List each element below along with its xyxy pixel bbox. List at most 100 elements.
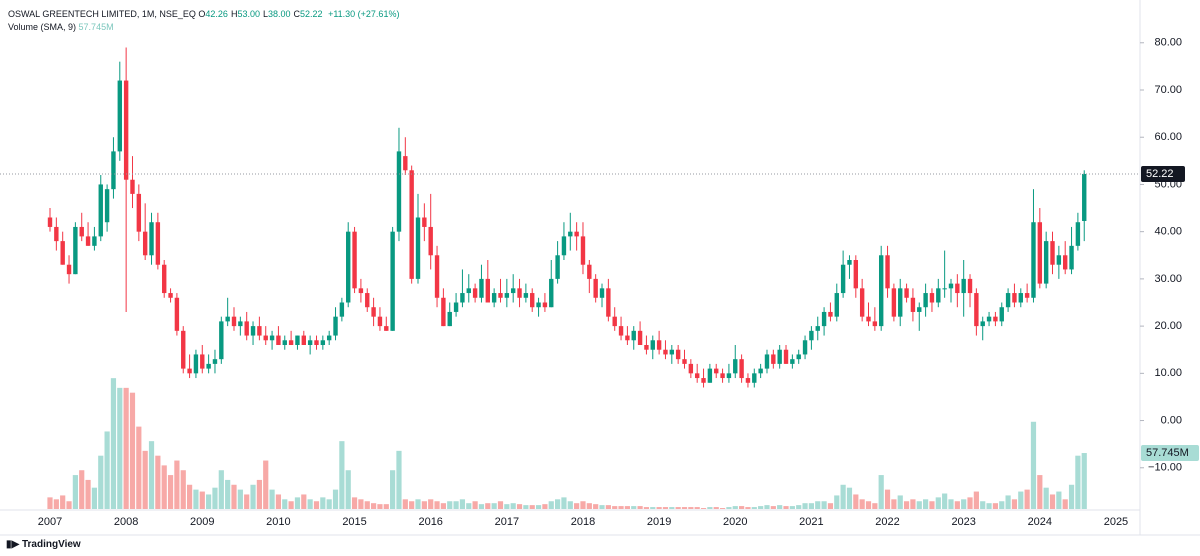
volume-bar (79, 470, 85, 509)
volume-bar (929, 501, 935, 509)
volume-bar (180, 470, 186, 509)
candle-body (726, 373, 732, 379)
volume-bar (326, 499, 332, 509)
volume-bar (764, 505, 770, 509)
volume-row: Volume (SMA, 9) 57.745M (8, 21, 399, 34)
volume-bar (123, 387, 129, 509)
volume-bar (186, 484, 193, 509)
candle-body (1050, 241, 1055, 265)
volume-bar (878, 475, 884, 509)
volume-bar (142, 450, 148, 509)
volume-bar (967, 497, 973, 509)
candle-body (434, 255, 440, 298)
volume-bar (916, 501, 922, 509)
candle-body (257, 326, 262, 336)
volume-bar (1068, 484, 1075, 509)
volume-bar (1011, 499, 1018, 509)
candle-body (771, 354, 776, 364)
volume-bar (504, 504, 510, 509)
candle-body (568, 231, 573, 237)
candle-body (212, 359, 218, 364)
candle-body (574, 231, 579, 237)
candle-body (1056, 255, 1062, 265)
candle-body (403, 156, 408, 171)
x-tick-label: 2024 (1028, 516, 1052, 528)
volume-bar (802, 503, 808, 509)
candle-body (796, 354, 801, 360)
volume-bar (872, 503, 878, 509)
volume-bar (656, 507, 662, 509)
candle-body (111, 151, 116, 190)
candle-body (193, 354, 199, 374)
candle-body (187, 368, 192, 374)
candle-body (301, 335, 306, 345)
ohlc-label: O (198, 9, 206, 19)
candle-body (485, 278, 491, 303)
volume-bar (789, 506, 795, 509)
volume-bar (865, 501, 872, 509)
volume-bar (637, 506, 643, 509)
candle-body (986, 316, 992, 322)
candle-body (422, 217, 427, 227)
candle-body (587, 264, 592, 279)
candle-body (358, 288, 364, 294)
candle-body (250, 326, 256, 336)
candle-body (847, 260, 852, 265)
volume-bar (758, 506, 764, 509)
volume-bar (688, 507, 694, 509)
volume-bar (675, 507, 681, 509)
candle-body (54, 226, 59, 242)
candle-body (802, 340, 808, 355)
volume-bar (148, 441, 155, 509)
candle-body (707, 368, 713, 383)
candle-body (1024, 293, 1030, 298)
y-tick-label: 60.00 (1154, 131, 1182, 143)
volume-bar (624, 506, 630, 509)
candle-body (142, 231, 148, 256)
volume-bar (751, 507, 757, 509)
volume-bar (225, 479, 231, 509)
volume-bar (662, 507, 669, 509)
volume-bar (206, 494, 212, 509)
volume-bar (377, 504, 383, 509)
candle-body (612, 316, 617, 327)
x-tick-label: 2016 (418, 516, 442, 528)
volume-bar (719, 508, 726, 509)
candle-body (231, 316, 237, 327)
volume-bar (1081, 453, 1087, 509)
volume-bar (681, 507, 688, 509)
candle-body (936, 288, 941, 303)
candle-body (1063, 255, 1068, 270)
candle-body (523, 293, 529, 298)
candle-body (326, 335, 332, 341)
y-tick-label: 70.00 (1154, 84, 1182, 96)
candle-body (1082, 173, 1087, 221)
volume-bar (60, 495, 66, 509)
volume-bar (586, 503, 592, 509)
candle-body (104, 189, 110, 223)
y-tick-label: 80.00 (1154, 37, 1182, 49)
candle-body (675, 349, 681, 360)
volume-bar (307, 499, 313, 509)
candle-body (377, 316, 383, 327)
candle-body (714, 368, 719, 374)
volume-bar (986, 503, 992, 509)
volume-bar (167, 475, 174, 509)
candle-body (783, 349, 789, 364)
candle-body (955, 283, 960, 294)
volume-bar (713, 507, 719, 509)
volume-bar (853, 494, 859, 509)
volume-bar (428, 499, 434, 509)
candle-body (479, 278, 484, 298)
volume-bar (85, 479, 91, 509)
candle-body (98, 184, 103, 237)
volume-bar (53, 499, 59, 509)
volume-bar (110, 378, 117, 509)
candle-body (79, 226, 84, 237)
volume-bar (1030, 421, 1037, 509)
x-tick-label: 2018 (571, 516, 595, 528)
candle-body (777, 349, 782, 364)
candle-body (853, 260, 859, 289)
volume-bar (218, 470, 224, 509)
volume-bar (942, 493, 948, 509)
